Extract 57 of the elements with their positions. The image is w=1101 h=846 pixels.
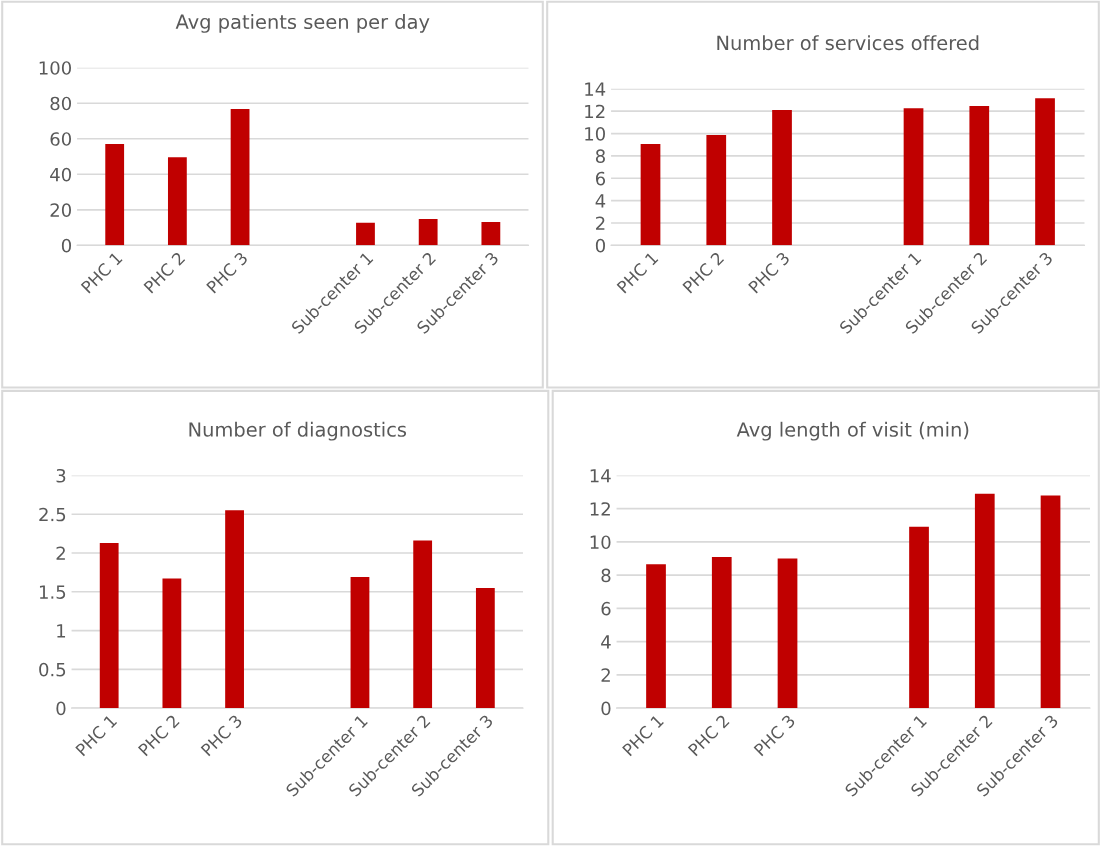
y-tick-label: 80: [50, 96, 72, 111]
bar: [99, 542, 119, 709]
bar: [162, 578, 182, 709]
bar: [969, 106, 990, 246]
bar: [909, 526, 929, 709]
y-tick-label: 14: [590, 469, 611, 483]
chart-title: Number of services offered: [717, 35, 979, 51]
y-tick-label: 0: [595, 238, 605, 253]
bar: [1035, 98, 1055, 246]
bar: [772, 110, 792, 246]
bar: [706, 135, 727, 246]
bar: [350, 577, 370, 709]
bar: [413, 540, 433, 709]
bar: [646, 564, 666, 709]
y-tick-label: 2: [56, 546, 65, 560]
y-tick-label: 8: [601, 568, 611, 583]
y-tick-label: 40: [50, 167, 72, 182]
y-tick-label: 12: [590, 502, 610, 516]
bar: [230, 109, 250, 246]
y-tick-label: 6: [601, 601, 611, 616]
bar: [903, 108, 924, 246]
y-tick-label: 2.5: [39, 507, 66, 522]
y-tick-label: 8: [595, 149, 605, 164]
y-tick-label: 0: [56, 701, 66, 716]
bar: [974, 493, 995, 709]
bar: [167, 157, 187, 246]
y-tick-label: 2: [596, 216, 605, 230]
y-tick-label: 4: [595, 194, 606, 208]
y-tick-label: 1: [57, 624, 66, 638]
chart-title: Number of diagnostics: [189, 421, 407, 441]
bar: [105, 144, 125, 246]
y-tick-label: 12: [585, 104, 605, 119]
y-tick-label: 10: [590, 535, 611, 550]
y-tick-label: 60: [50, 132, 72, 146]
bar: [481, 222, 501, 246]
bar: [640, 143, 661, 246]
y-tick-label: 6: [595, 171, 606, 186]
y-tick-label: 0.5: [39, 662, 66, 677]
y-tick-label: 100: [39, 61, 72, 75]
bar: [418, 219, 438, 246]
chart-title: Avg length of visit (min): [736, 421, 969, 441]
y-tick-label: 10: [585, 127, 605, 141]
y-tick-label: 0: [601, 701, 611, 716]
bar: [475, 587, 495, 709]
y-tick-label: 0: [61, 238, 72, 253]
bar: [356, 222, 375, 246]
bar: [225, 510, 244, 709]
y-tick-label: 1.5: [39, 585, 66, 599]
y-tick-label: 4: [601, 635, 611, 649]
y-tick-label: 2: [601, 668, 610, 682]
chart-title: Avg patients seen per day: [175, 14, 430, 33]
y-tick-label: 14: [585, 82, 606, 96]
bar: [777, 558, 798, 709]
bar: [711, 556, 732, 709]
y-tick-label: 3: [56, 468, 66, 483]
y-tick-label: 20: [50, 203, 72, 217]
bar: [1040, 495, 1061, 709]
